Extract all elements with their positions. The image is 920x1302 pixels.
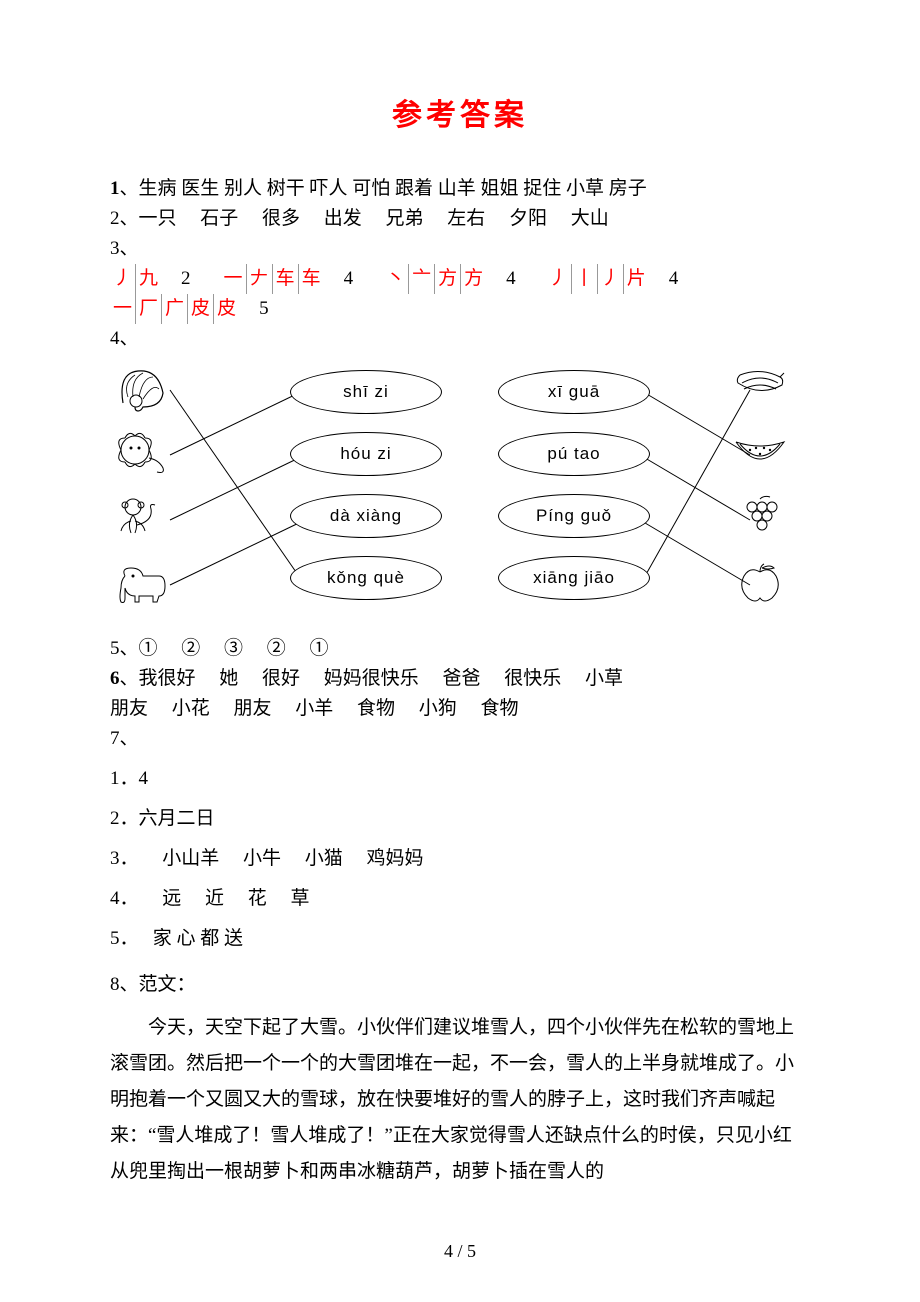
stroke-part: 九 [135, 264, 161, 294]
stroke-count: 5 [259, 298, 269, 319]
stroke-part: 皮 [187, 294, 213, 324]
answer-2: 2、一只 石子 很多 出发 兄弟 左右 夕阳 大山 [110, 204, 810, 234]
stroke-part: 亠 [408, 264, 434, 294]
answer-7-item: 4． 远 近 花 草 [110, 884, 810, 914]
answer-7-item: 1．4 [110, 764, 810, 794]
answer-4-label: 4、 [110, 324, 810, 354]
stroke-part: 厂 [135, 294, 161, 324]
stroke-part: 车 [272, 264, 298, 294]
answer-3-label: 3、 [110, 234, 139, 264]
stroke-group: 丿丨丿片 [546, 264, 649, 294]
page: 参考答案 1、生病 医生 别人 树干 吓人 可怕 跟着 山羊 姐姐 捉住 小草 … [0, 0, 920, 1302]
stroke-count: 4 [344, 268, 354, 289]
answer-7-item: 2．六月二日 [110, 804, 810, 834]
answer-6: 6、我很好 她 很好 妈妈很快乐 爸爸 很快乐 小草 [110, 664, 810, 694]
answer-7-label: 7、 [110, 724, 810, 754]
page-footer: 4 / 5 [110, 1241, 810, 1262]
stroke-part: 方 [460, 264, 486, 294]
pinyin-oval: kǒng què [290, 556, 442, 600]
stroke-part: 广 [161, 294, 187, 324]
stroke-part: 片 [623, 264, 649, 294]
answer-1: 1、生病 医生 别人 树干 吓人 可怕 跟着 山羊 姐姐 捉住 小草 房子 [110, 174, 810, 204]
answer-8-label: 8、范文： [110, 970, 810, 1000]
matching-diagram: shī zi xī guā hóu zi pú tao dà xiàng Pín… [110, 360, 810, 630]
stroke-group: 一𠂇车车 [221, 264, 324, 294]
pinyin-oval: xiāng jiāo [498, 556, 650, 600]
answer-7-item: 5． 家 心 都 送 [110, 924, 810, 954]
pinyin-oval: shī zi [290, 370, 442, 414]
answer-7-item: 3． 小山羊 小牛 小猫 鸡妈妈 [110, 844, 810, 874]
answer-3: 3、 丿九2一𠂇车车4丶亠方方4丿丨丿片4一厂广皮皮5 [110, 234, 810, 324]
answer-1-label: 1 [110, 178, 120, 199]
stroke-part: 丨 [571, 264, 597, 294]
answer-2-text: 一只 石子 很多 出发 兄弟 左右 夕阳 大山 [139, 208, 609, 229]
stroke-count: 4 [669, 268, 679, 289]
answer-6-line1: 、我很好 她 很好 妈妈很快乐 爸爸 很快乐 小草 [120, 668, 624, 689]
stroke-count: 2 [181, 268, 191, 289]
stroke-group: 一厂广皮皮 [110, 294, 239, 324]
pinyin-oval: pú tao [498, 432, 650, 476]
page-title: 参考答案 [110, 90, 810, 134]
answer-6-line2: 朋友 小花 朋友 小羊 食物 小狗 食物 [110, 694, 810, 724]
answer-5-text: ① ② ③ ② ① [139, 638, 329, 659]
answer-2-label: 2、 [110, 208, 139, 229]
answer-5-label: 5、 [110, 638, 139, 659]
stroke-group: 丿九 [110, 264, 161, 294]
answer-5: 5、① ② ③ ② ① [110, 634, 810, 664]
answer-1-text: 、生病 医生 别人 树干 吓人 可怕 跟着 山羊 姐姐 捉住 小草 房子 [120, 178, 647, 199]
pinyin-oval: hóu zi [290, 432, 442, 476]
stroke-group: 丶亠方方 [383, 264, 486, 294]
stroke-part: 一 [110, 294, 135, 324]
pinyin-oval: Píng guǒ [498, 494, 650, 538]
stroke-part: 丿 [546, 264, 571, 294]
stroke-part: 丿 [597, 264, 623, 294]
stroke-part: 皮 [213, 294, 239, 324]
diagram-lines [110, 360, 810, 630]
stroke-part: 丶 [383, 264, 408, 294]
stroke-part: 𠂇 [246, 264, 272, 294]
pinyin-oval: dà xiàng [290, 494, 442, 538]
stroke-part: 车 [298, 264, 324, 294]
stroke-part: 方 [434, 264, 460, 294]
answer-8-paragraph: 今天，天空下起了大雪。小伙伴们建议堆雪人，四个小伙伴先在松软的雪地上滚雪团。然后… [110, 1010, 810, 1190]
stroke-part: 丿 [110, 264, 135, 294]
pinyin-oval: xī guā [498, 370, 650, 414]
stroke-count: 4 [506, 268, 516, 289]
answer-6-label: 6 [110, 668, 120, 689]
stroke-part: 一 [221, 264, 246, 294]
